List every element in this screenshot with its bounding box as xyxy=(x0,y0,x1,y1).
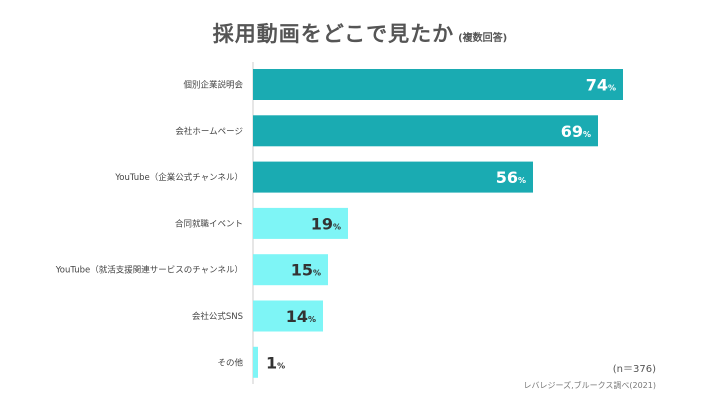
value-label: 1% xyxy=(266,353,285,372)
value-label: 74% xyxy=(586,76,616,95)
source-note: レバレジーズ,ブルークス調べ(2021) xyxy=(523,381,656,390)
bar xyxy=(253,69,623,100)
bar xyxy=(253,254,328,286)
bar xyxy=(253,115,598,147)
category-label: YouTube（就活支援関連サービスのチャンネル） xyxy=(55,265,243,276)
category-label: 個別企業説明会 xyxy=(183,80,243,91)
category-label: YouTube（企業公式チャンネル） xyxy=(114,172,243,183)
title-text: 採用動画をどこで見たか xyxy=(212,22,455,46)
chart-title: 採用動画をどこで見たか (複数回答) xyxy=(0,18,720,48)
category-label: 会社ホームページ xyxy=(175,126,243,137)
sample-size-note: (n＝376) xyxy=(612,364,656,375)
category-label: 合同就職イベント xyxy=(175,218,243,229)
subtitle-text: (複数回答) xyxy=(458,33,508,44)
value-label: 69% xyxy=(561,122,591,141)
bar xyxy=(253,207,348,239)
value-label: 15% xyxy=(291,261,321,280)
category-label: 会社公式SNS xyxy=(192,311,243,322)
bar xyxy=(253,346,258,378)
bar xyxy=(253,300,323,332)
category-label: その他 xyxy=(217,357,243,368)
value-label: 56% xyxy=(496,168,526,187)
value-label: 19% xyxy=(311,214,341,233)
value-label: 14% xyxy=(286,307,316,326)
bar xyxy=(253,161,533,193)
